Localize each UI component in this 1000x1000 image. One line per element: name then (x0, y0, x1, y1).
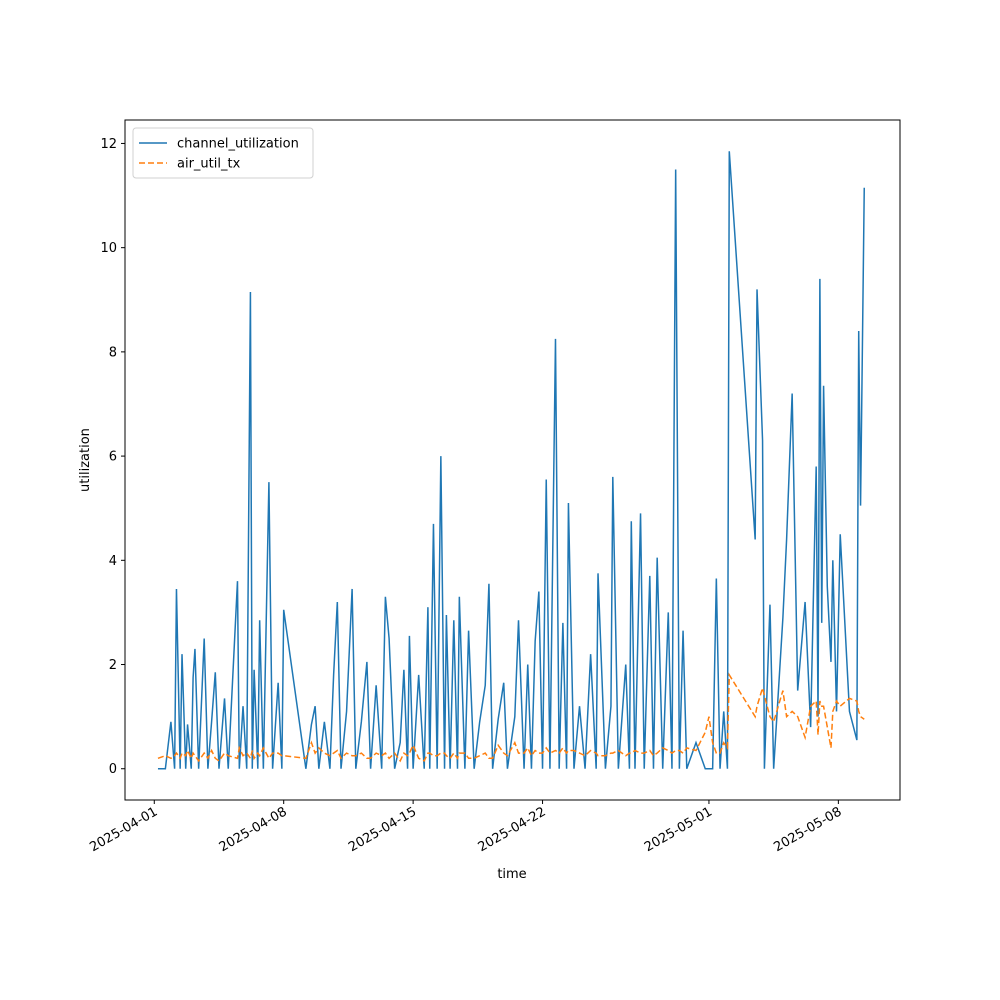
x-tick-label: 2025-04-15 (346, 804, 419, 855)
plot-frame (124, 119, 901, 801)
x-tick-label: 2025-05-01 (642, 804, 715, 855)
x-tick-label: 2025-05-08 (771, 804, 844, 855)
y-tick-label: 2 (109, 658, 117, 673)
y-tick-label: 0 (109, 762, 117, 777)
x-axis-label: time (497, 867, 526, 882)
x-tick-label: 2025-04-08 (217, 804, 290, 855)
y-tick-label: 6 (109, 450, 117, 465)
y-tick-label: 10 (100, 241, 117, 256)
y-tick-label: 4 (109, 554, 117, 569)
x-tick-label: 2025-04-01 (87, 804, 160, 855)
y-axis-label: utilization (78, 428, 93, 492)
legend-label: channel_utilization (177, 137, 299, 152)
series-line (157, 672, 865, 763)
y-tick-label: 8 (109, 345, 117, 360)
legend-box (132, 127, 314, 179)
legend-label: air_util_tx (177, 157, 241, 172)
y-tick-label: 12 (100, 137, 117, 152)
x-tick-label: 2025-04-22 (476, 804, 549, 855)
series-line (157, 151, 865, 770)
